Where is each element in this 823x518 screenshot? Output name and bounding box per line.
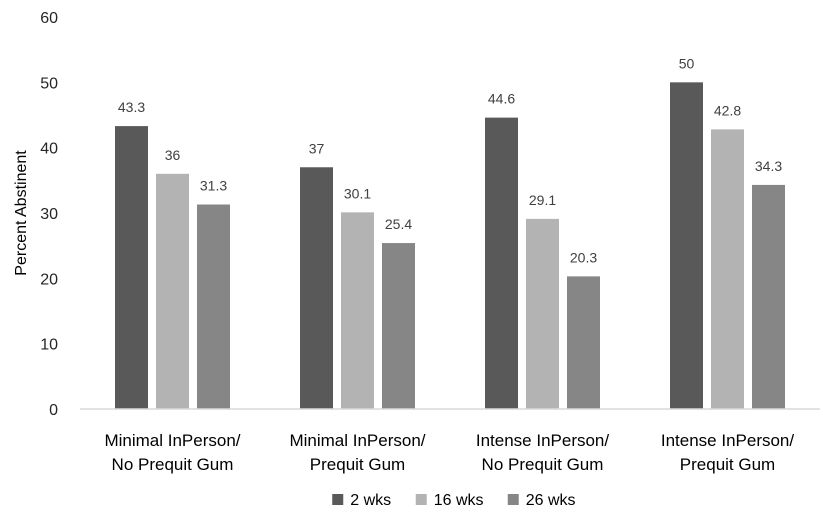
y-tick-label-50: 50 (40, 75, 58, 92)
y-tick-label-20: 20 (40, 271, 58, 288)
legend-label-2-wks: 2 wks (350, 492, 391, 509)
data-label-2-26-wks: 25.4 (385, 216, 412, 232)
data-label-3-2-wks: 44.6 (488, 91, 515, 107)
legend-swatch-26-wks (507, 494, 519, 505)
bars (115, 82, 785, 410)
data-label-4-16-wks: 42.8 (714, 102, 741, 118)
category-label-4: Intense InPerson/Prequit Gum (661, 431, 795, 474)
bar-1-2-wks (115, 126, 148, 410)
category-labels: Minimal InPerson/No Prequit Gum Minimal I… (104, 431, 794, 474)
y-tick-label-30: 30 (40, 206, 58, 223)
bar-2-2-wks (300, 167, 333, 409)
legend-label-26-wks: 26 wks (526, 492, 576, 509)
data-label-1-16-wks: 36 (165, 147, 181, 163)
legend-swatch-2-wks (332, 494, 344, 505)
bar-4-26-wks (752, 184, 785, 409)
bar-3-16-wks (526, 218, 559, 409)
bar-3-26-wks (567, 276, 600, 409)
category-label-1: Minimal InPerson/No Prequit Gum (104, 431, 240, 474)
bar-4-2-wks (670, 82, 703, 409)
category-label-3: Intense InPerson/No Prequit Gum (476, 431, 610, 474)
legend-label-16-wks: 16 wks (434, 492, 484, 509)
bar-2-26-wks (382, 243, 415, 409)
y-tick-label-10: 10 (40, 337, 58, 354)
data-label-3-16-wks: 29.1 (529, 192, 556, 208)
bar-1-26-wks (197, 204, 230, 409)
data-label-2-2-wks: 37 (309, 140, 325, 156)
bar-3-2-wks (485, 117, 518, 409)
y-axis-title: Percent Abstinent (13, 150, 30, 276)
category-label-2: Minimal InPerson/Prequit Gum (289, 431, 425, 474)
data-label-4-2-wks: 50 (679, 55, 695, 71)
bar-1-16-wks (156, 173, 189, 409)
bar-2-16-wks (341, 212, 374, 409)
y-tick-label-0: 0 (49, 402, 58, 419)
legend-swatch-16-wks (415, 494, 427, 505)
legend: 2 wks 16 wks 26 wks (332, 492, 576, 509)
data-label-1-2-wks: 43.3 (118, 99, 145, 115)
y-tick-label-40: 40 (40, 141, 58, 158)
data-label-2-16-wks: 30.1 (344, 185, 371, 201)
y-axis-ticks: 0 10 20 30 40 50 60 (40, 10, 58, 419)
data-label-3-26-wks: 20.3 (570, 249, 597, 265)
data-labels: 43.3 36 31.3 37 30.1 25.4 44.6 29.1 20.3 50 42.8 34… (118, 55, 782, 265)
data-label-4-26-wks: 34.3 (755, 158, 782, 174)
data-label-1-26-wks: 31.3 (200, 178, 227, 194)
bar-4-16-wks (711, 129, 744, 409)
y-tick-label-60: 60 (40, 10, 58, 27)
